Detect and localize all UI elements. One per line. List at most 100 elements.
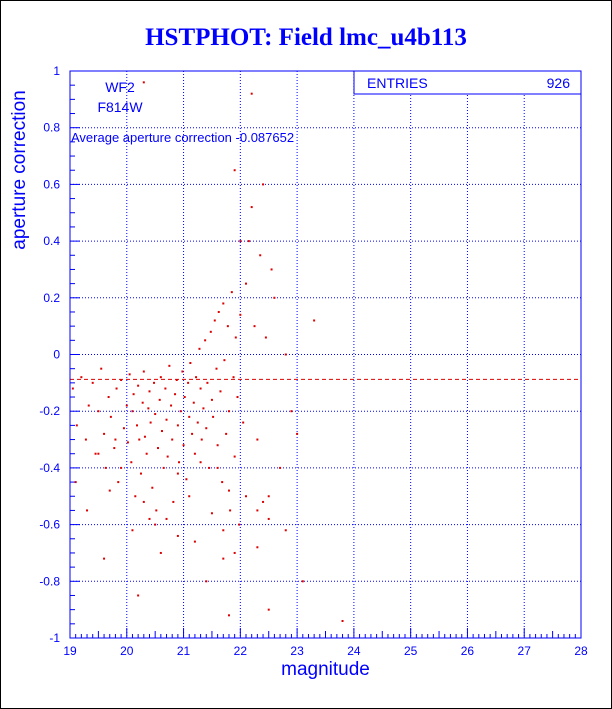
data-point bbox=[159, 551, 162, 554]
data-point bbox=[206, 381, 209, 384]
data-point bbox=[142, 500, 145, 503]
data-point bbox=[233, 551, 236, 554]
data-point bbox=[131, 529, 134, 532]
data-point bbox=[178, 461, 181, 464]
data-point bbox=[125, 404, 128, 407]
data-point bbox=[239, 240, 242, 243]
data-point bbox=[242, 421, 245, 424]
data-point bbox=[226, 325, 229, 328]
data-point bbox=[222, 529, 225, 532]
data-point bbox=[149, 421, 152, 424]
data-point bbox=[256, 509, 259, 512]
data-point bbox=[262, 500, 265, 503]
data-point bbox=[216, 444, 219, 447]
data-point bbox=[181, 370, 184, 373]
data-point bbox=[75, 424, 78, 427]
y-tick-label: -0.4 bbox=[39, 461, 60, 475]
data-point bbox=[284, 529, 287, 532]
x-tick-label: 26 bbox=[461, 644, 475, 658]
grid-lines bbox=[70, 71, 581, 638]
data-point bbox=[117, 481, 120, 484]
data-point bbox=[279, 466, 282, 469]
data-point bbox=[164, 387, 167, 390]
data-point bbox=[141, 401, 144, 404]
data-point bbox=[122, 427, 125, 430]
data-point bbox=[245, 282, 248, 285]
data-point bbox=[185, 478, 188, 481]
data-point bbox=[74, 481, 77, 484]
y-tick-label: -0.8 bbox=[39, 574, 60, 588]
data-point bbox=[148, 517, 151, 520]
data-point bbox=[120, 379, 123, 382]
average-annotation: Average aperture correction -0.087652 bbox=[71, 130, 294, 145]
stats-entries-label: ENTRIES bbox=[367, 75, 428, 91]
data-point bbox=[188, 495, 191, 498]
data-point bbox=[210, 512, 213, 515]
data-point bbox=[143, 435, 146, 438]
data-point bbox=[222, 557, 225, 560]
data-point bbox=[212, 415, 215, 418]
data-point bbox=[158, 398, 161, 401]
data-point bbox=[284, 353, 287, 356]
data-point bbox=[142, 81, 145, 84]
data-point bbox=[256, 546, 259, 549]
data-point bbox=[87, 404, 90, 407]
y-tick-label: 0 bbox=[53, 348, 60, 362]
data-point bbox=[236, 396, 239, 399]
data-point bbox=[182, 444, 185, 447]
data-point bbox=[192, 401, 195, 404]
data-point bbox=[199, 461, 202, 464]
y-tick-label: -0.6 bbox=[39, 518, 60, 532]
data-point bbox=[273, 296, 276, 299]
data-point bbox=[188, 415, 191, 418]
data-point bbox=[135, 424, 138, 427]
data-point bbox=[250, 206, 253, 209]
data-point bbox=[155, 509, 158, 512]
data-point bbox=[223, 359, 226, 362]
data-point bbox=[153, 381, 156, 384]
data-point bbox=[217, 310, 220, 313]
data-point bbox=[183, 396, 186, 399]
data-point bbox=[239, 313, 242, 316]
data-point bbox=[256, 438, 259, 441]
data-point bbox=[202, 407, 205, 410]
data-point bbox=[103, 432, 106, 435]
data-point bbox=[138, 438, 141, 441]
data-point bbox=[233, 169, 236, 172]
data-point bbox=[107, 396, 110, 399]
data-point bbox=[97, 452, 100, 455]
data-point bbox=[264, 336, 267, 339]
data-point bbox=[267, 608, 270, 611]
y-tick-label: 1 bbox=[53, 64, 60, 78]
data-point bbox=[147, 407, 150, 410]
data-point bbox=[130, 461, 133, 464]
y-tick-label: 0.8 bbox=[43, 121, 60, 135]
data-point bbox=[270, 268, 273, 271]
data-point bbox=[219, 390, 222, 393]
data-point bbox=[97, 410, 100, 413]
x-tick-label: 19 bbox=[63, 644, 77, 658]
data-point bbox=[250, 92, 253, 95]
data-point bbox=[145, 452, 148, 455]
x-axis-label: magnitude bbox=[281, 659, 370, 680]
data-point bbox=[189, 362, 192, 365]
data-points bbox=[71, 81, 344, 622]
data-point bbox=[204, 339, 207, 342]
data-point bbox=[267, 495, 270, 498]
data-point bbox=[238, 523, 241, 526]
data-point bbox=[86, 509, 89, 512]
data-point bbox=[148, 390, 151, 393]
data-point bbox=[313, 319, 316, 322]
data-point bbox=[103, 557, 106, 560]
data-point bbox=[216, 466, 219, 469]
data-point bbox=[209, 330, 212, 333]
data-point bbox=[166, 455, 169, 458]
data-point bbox=[174, 393, 177, 396]
data-point bbox=[94, 452, 97, 455]
data-point bbox=[170, 404, 173, 407]
x-tick-label: 22 bbox=[234, 644, 248, 658]
data-point bbox=[234, 336, 237, 339]
data-point bbox=[137, 384, 140, 387]
data-point bbox=[296, 432, 299, 435]
